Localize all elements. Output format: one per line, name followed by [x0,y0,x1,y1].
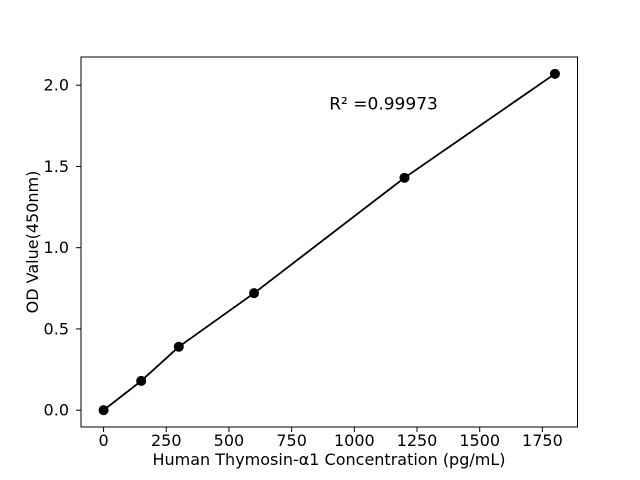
y-tick-label: 0.5 [44,319,69,338]
series-line [103,73,556,411]
y-tick-label: 2.0 [44,76,69,95]
x-tick-label: 0 [98,431,108,450]
data-point-marker [98,405,109,416]
data-point-marker [399,172,410,183]
x-axis-label: Human Thymosin-α1 Concentration (pg/mL) [152,450,505,469]
y-tick-label: 1.5 [44,157,69,176]
x-tick-label: 1250 [397,431,438,450]
x-tick-label: 1500 [459,431,500,450]
data-point-marker [173,341,184,352]
data-point-marker [136,375,147,386]
r-squared-annotation: R² =0.99973 [329,95,438,115]
x-tick-label: 1750 [522,431,563,450]
data-point-marker [549,68,560,79]
y-axis-label: OD Value(450nm) [23,171,42,314]
x-tick-label: 750 [276,431,307,450]
y-tick-label: 0.0 [44,401,69,420]
x-tick-label: 1000 [334,431,375,450]
axes-spines [80,56,578,428]
plot-area [81,57,578,427]
data-point-marker [249,288,260,299]
y-tick-label: 1.0 [44,238,69,257]
x-tick-label: 500 [214,431,245,450]
ticks-layer: 0 250 500 750 1000 1250 1500 1750 0.0 0.5 1.0 1.5 2.… [44,76,563,450]
x-tick-label: 250 [151,431,182,450]
series-layer [98,68,560,416]
